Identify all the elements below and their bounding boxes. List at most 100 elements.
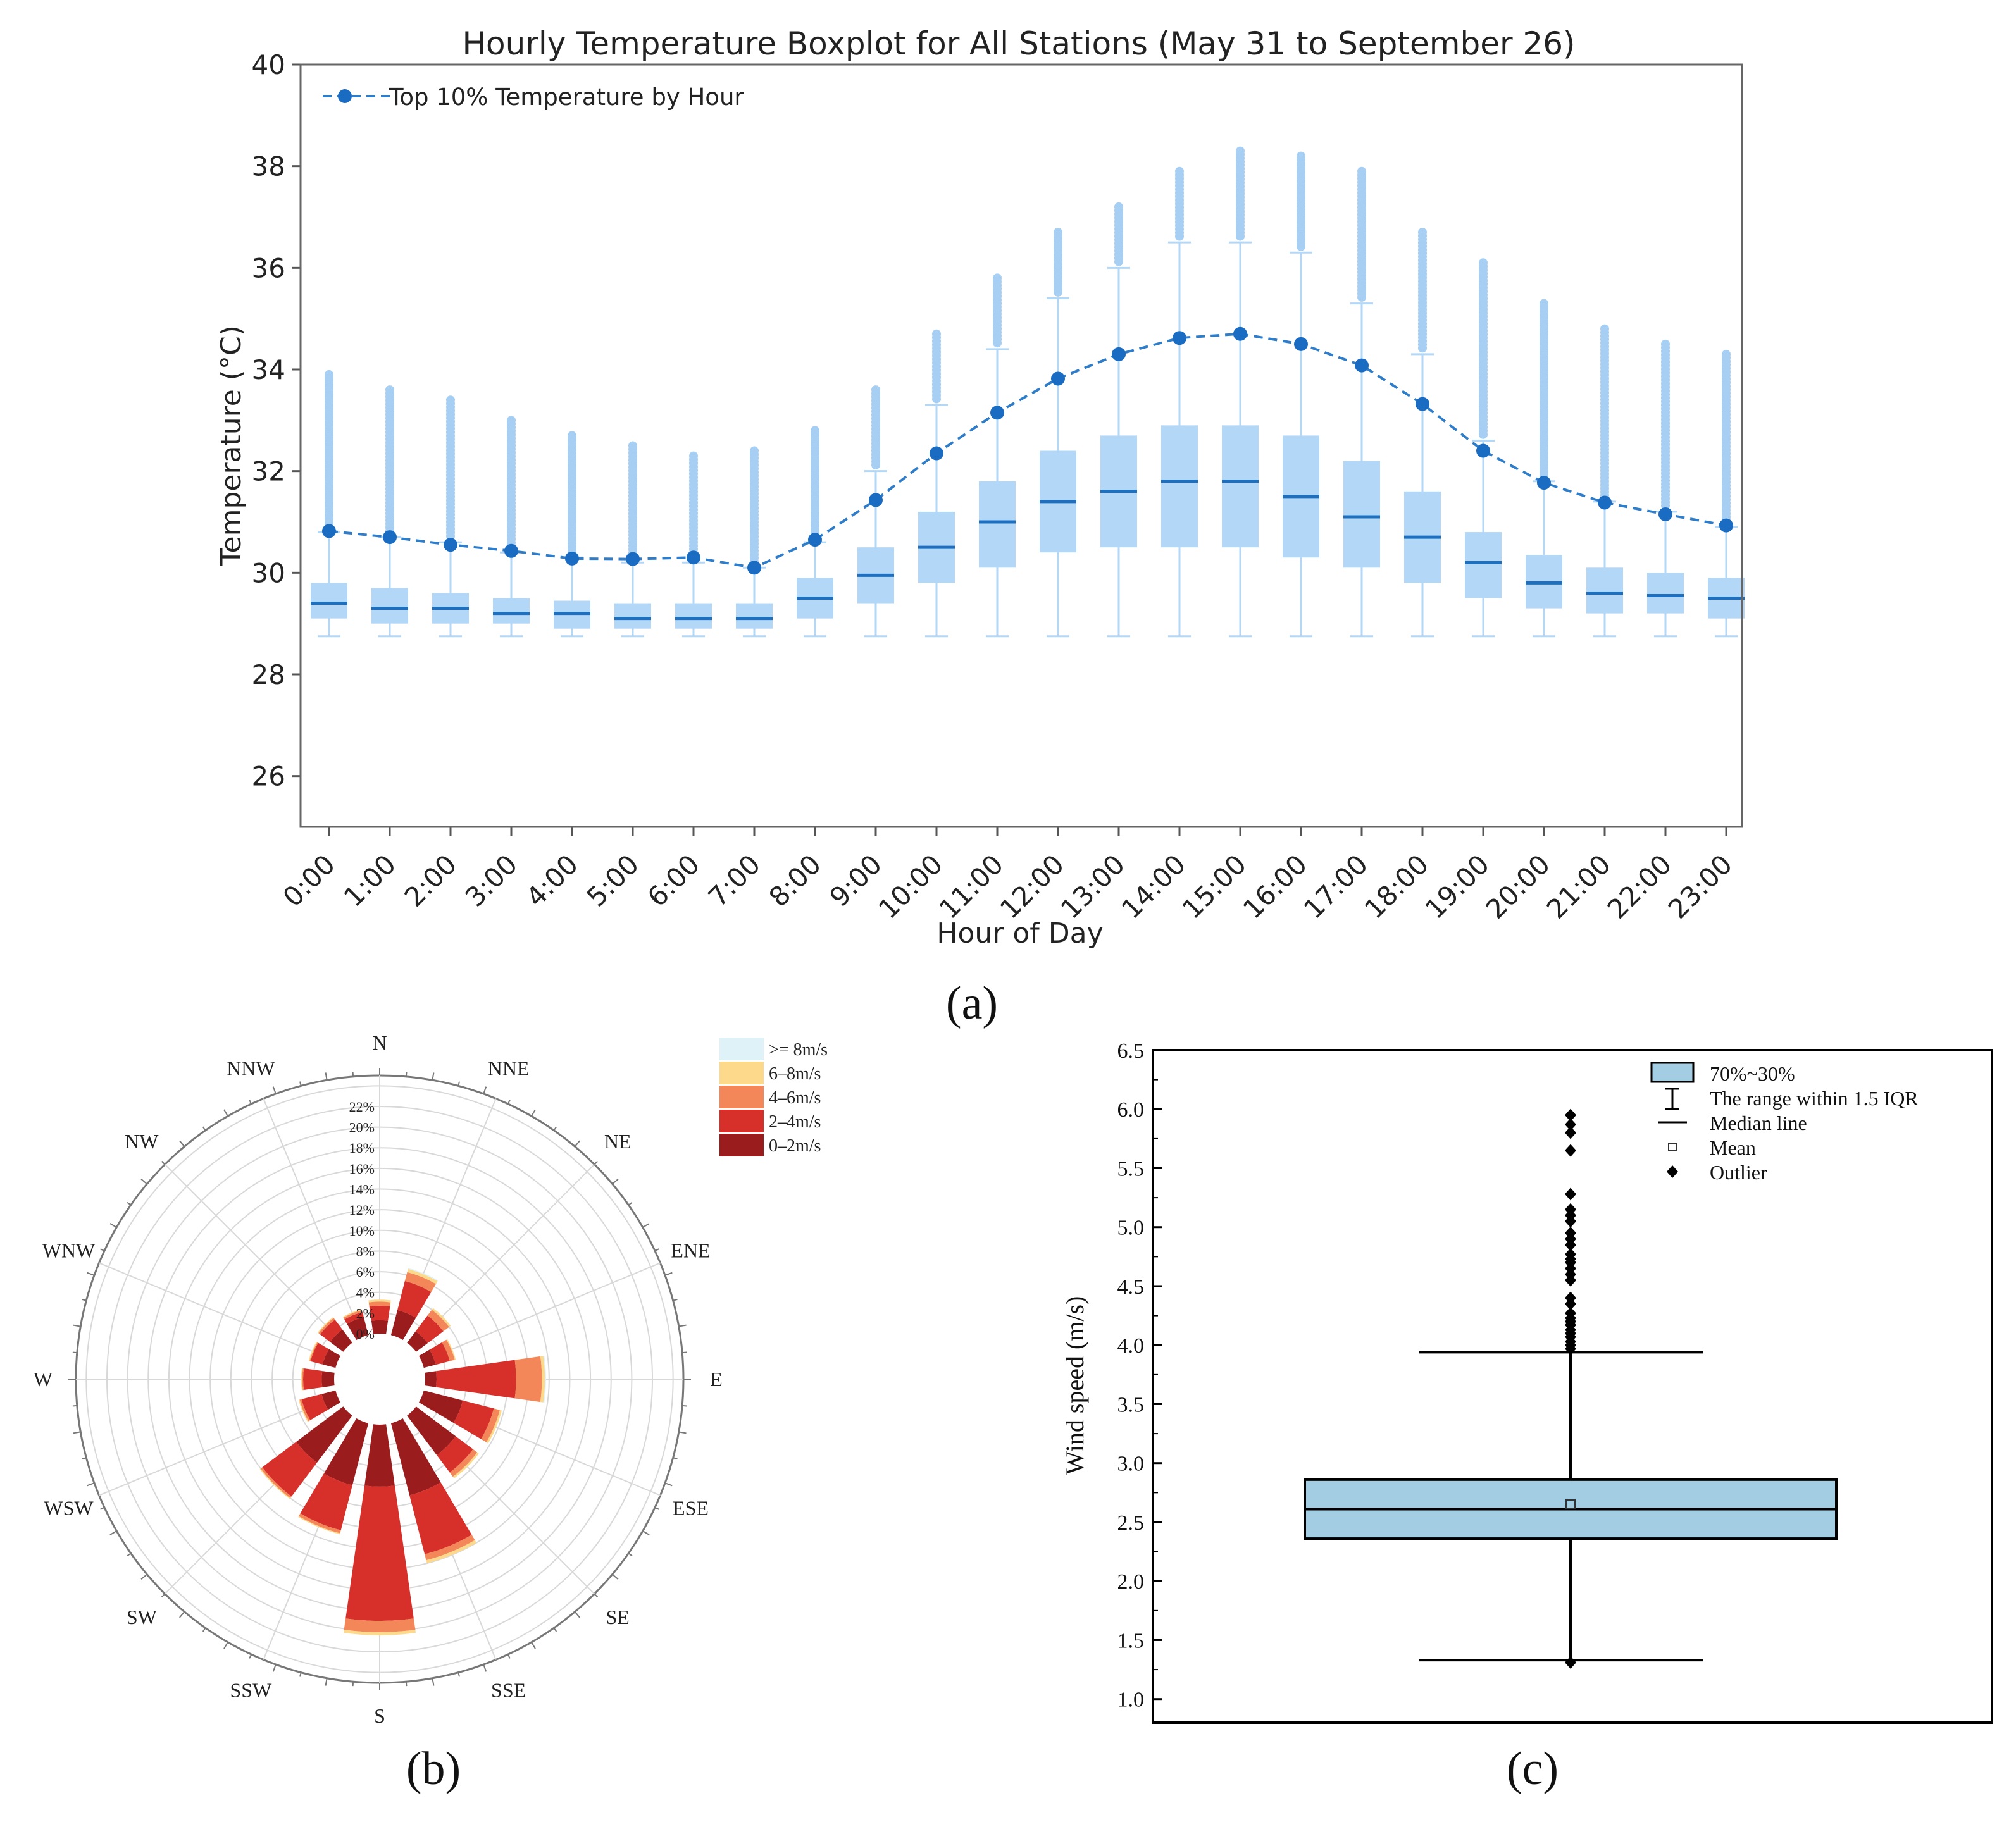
legend-label-2–4m/s: 2–4m/s — [769, 1112, 821, 1132]
y-tick-label-4.0: 4.0 — [1117, 1334, 1145, 1358]
y-tick-label-3.0: 3.0 — [1117, 1453, 1145, 1476]
bar-NNW-4–6m/s — [343, 1310, 363, 1320]
outer-tick — [100, 1506, 105, 1510]
series-point-7:00 — [747, 561, 761, 575]
outer-tick — [594, 1593, 599, 1598]
series-point-17:00 — [1355, 358, 1369, 373]
outer-tick — [223, 1109, 228, 1117]
box-11:00 — [979, 481, 1016, 568]
series-point-6:00 — [687, 550, 700, 565]
box-3:00 — [493, 598, 530, 624]
series-point-20:00 — [1537, 476, 1551, 490]
x-tick-label-16:00: 16:00 — [1237, 848, 1313, 924]
series-point-19:00 — [1476, 443, 1490, 458]
outer-tick — [432, 1678, 435, 1686]
box-17:00 — [1343, 461, 1380, 568]
bar-S-6–8m/s — [343, 1630, 416, 1635]
series-point-15:00 — [1233, 326, 1247, 341]
bar-W-4–6m/s — [302, 1368, 304, 1391]
outlier-point — [1114, 202, 1123, 211]
y-tick-label-26: 26 — [252, 761, 285, 792]
series-point-14:00 — [1173, 331, 1186, 345]
outer-tick — [161, 1593, 166, 1598]
direction-label-NE: NE — [604, 1130, 632, 1153]
y-tick-label-2.5: 2.5 — [1117, 1511, 1145, 1535]
bar-SSE-2–4m/s — [409, 1482, 472, 1554]
legend-label-3: Mean — [1710, 1136, 1756, 1159]
x-tick-label-11:00: 11:00 — [933, 848, 1009, 924]
outlier-point — [689, 451, 698, 461]
bar-W-0–2m/s — [321, 1371, 335, 1387]
outer-tick — [109, 1223, 117, 1228]
bar-ENE-2–4m/s — [429, 1342, 450, 1365]
outlier-point — [1565, 1227, 1576, 1240]
outlier-point — [385, 385, 394, 395]
outer-tick — [553, 1126, 557, 1131]
x-tick-label-14:00: 14:00 — [1116, 848, 1192, 924]
outlier-point — [1565, 1248, 1576, 1261]
box-15:00 — [1222, 425, 1259, 548]
outer-tick — [202, 1126, 206, 1131]
x-tick-label-22:00: 22:00 — [1602, 848, 1677, 924]
y-tick-label-5.5: 5.5 — [1117, 1157, 1145, 1181]
bar-SSE-6–8m/s — [426, 1540, 476, 1563]
x-tick-label-2:00: 2:00 — [399, 848, 463, 912]
outlier-point — [1565, 1118, 1576, 1131]
bar-ENE-4–6m/s — [442, 1339, 455, 1361]
x-tick-label-18:00: 18:00 — [1359, 848, 1434, 924]
x-tick-label-6:00: 6:00 — [642, 848, 706, 912]
x-tick-label-20:00: 20:00 — [1480, 848, 1556, 924]
panel-c-plot-area: 1.0 1.5 2.0 2.5 3.0 3.5 4.0 4.5 5.0 5.5 6.0 6.5 — [1117, 1039, 1838, 1712]
bar-E-4–6m/s — [514, 1356, 542, 1403]
y-tick-label-1.5: 1.5 — [1117, 1629, 1145, 1652]
outer-tick — [628, 1201, 633, 1206]
direction-label-ESE: ESE — [673, 1497, 709, 1520]
legend-label-6–8m/s: 6–8m/s — [769, 1064, 821, 1084]
legend-label-0–2m/s: 0–2m/s — [769, 1136, 821, 1156]
legend-label-top10: Top 10% Temperature by Hour — [389, 84, 744, 111]
outer-tick — [654, 1248, 659, 1252]
outer-tick — [140, 1178, 147, 1185]
outer-tick — [673, 1457, 678, 1460]
outlier-point — [1661, 339, 1670, 349]
bar-SSW-4–6m/s — [299, 1513, 341, 1534]
y-tick-label-5.0: 5.0 — [1117, 1217, 1145, 1240]
box-1:00 — [371, 588, 408, 624]
bar-S-0–2m/s — [364, 1424, 395, 1487]
bar-NW-2–4m/s — [320, 1319, 343, 1342]
direction-label-WNW: WNW — [42, 1239, 96, 1261]
x-tick-label-13:00: 13:00 — [1055, 848, 1131, 924]
legend-swatch-4–6m/s — [719, 1086, 764, 1108]
bar-SW-4–6m/s — [260, 1467, 292, 1499]
outlier-point — [1565, 1306, 1576, 1320]
radial-tick-label: 18% — [349, 1140, 375, 1156]
panel-b-plot-area: 0% 2% 4% 6% 8% 10% 12% 14% 16% 18% 20% 22% N NNE NE ENE… — [34, 1031, 723, 1727]
legend-label-2: Median line — [1710, 1112, 1807, 1134]
outer-tick — [82, 1298, 87, 1301]
series-point-4:00 — [565, 551, 579, 566]
legend-label->= 8m/s: >= 8m/s — [769, 1040, 828, 1060]
outer-tick — [299, 1081, 302, 1086]
x-tick-label-12:00: 12:00 — [994, 848, 1070, 924]
bar-E-2–4m/s — [436, 1360, 516, 1399]
legend-label-0: 70%~30% — [1710, 1062, 1795, 1085]
series-point-12:00 — [1051, 371, 1065, 386]
outer-tick — [531, 1109, 536, 1117]
series-line-top10 — [328, 332, 1727, 569]
box-5:00 — [614, 603, 651, 629]
bar-NE-4–6m/s — [427, 1310, 449, 1332]
bar-ESE-6–8m/s — [486, 1410, 502, 1444]
series-point-16:00 — [1294, 337, 1308, 351]
spoke-WNW — [99, 1262, 338, 1363]
panel-a-plot-area: 26 28 30 32 34 36 38 40 0:001:002:003:004:005:00… — [252, 49, 1745, 925]
legend-label-4–6m/s: 4–6m/s — [769, 1088, 821, 1108]
outlier-point — [628, 441, 637, 450]
outlier-point — [1565, 1656, 1576, 1669]
y-tick-label-30: 30 — [252, 557, 285, 588]
radial-tick-label: 14% — [349, 1182, 375, 1198]
direction-label-NW: NW — [125, 1130, 159, 1153]
bar-NNE-2–4m/s — [397, 1280, 432, 1318]
bar-WSW-2–4m/s — [301, 1394, 328, 1420]
outlier-point — [1722, 349, 1731, 359]
